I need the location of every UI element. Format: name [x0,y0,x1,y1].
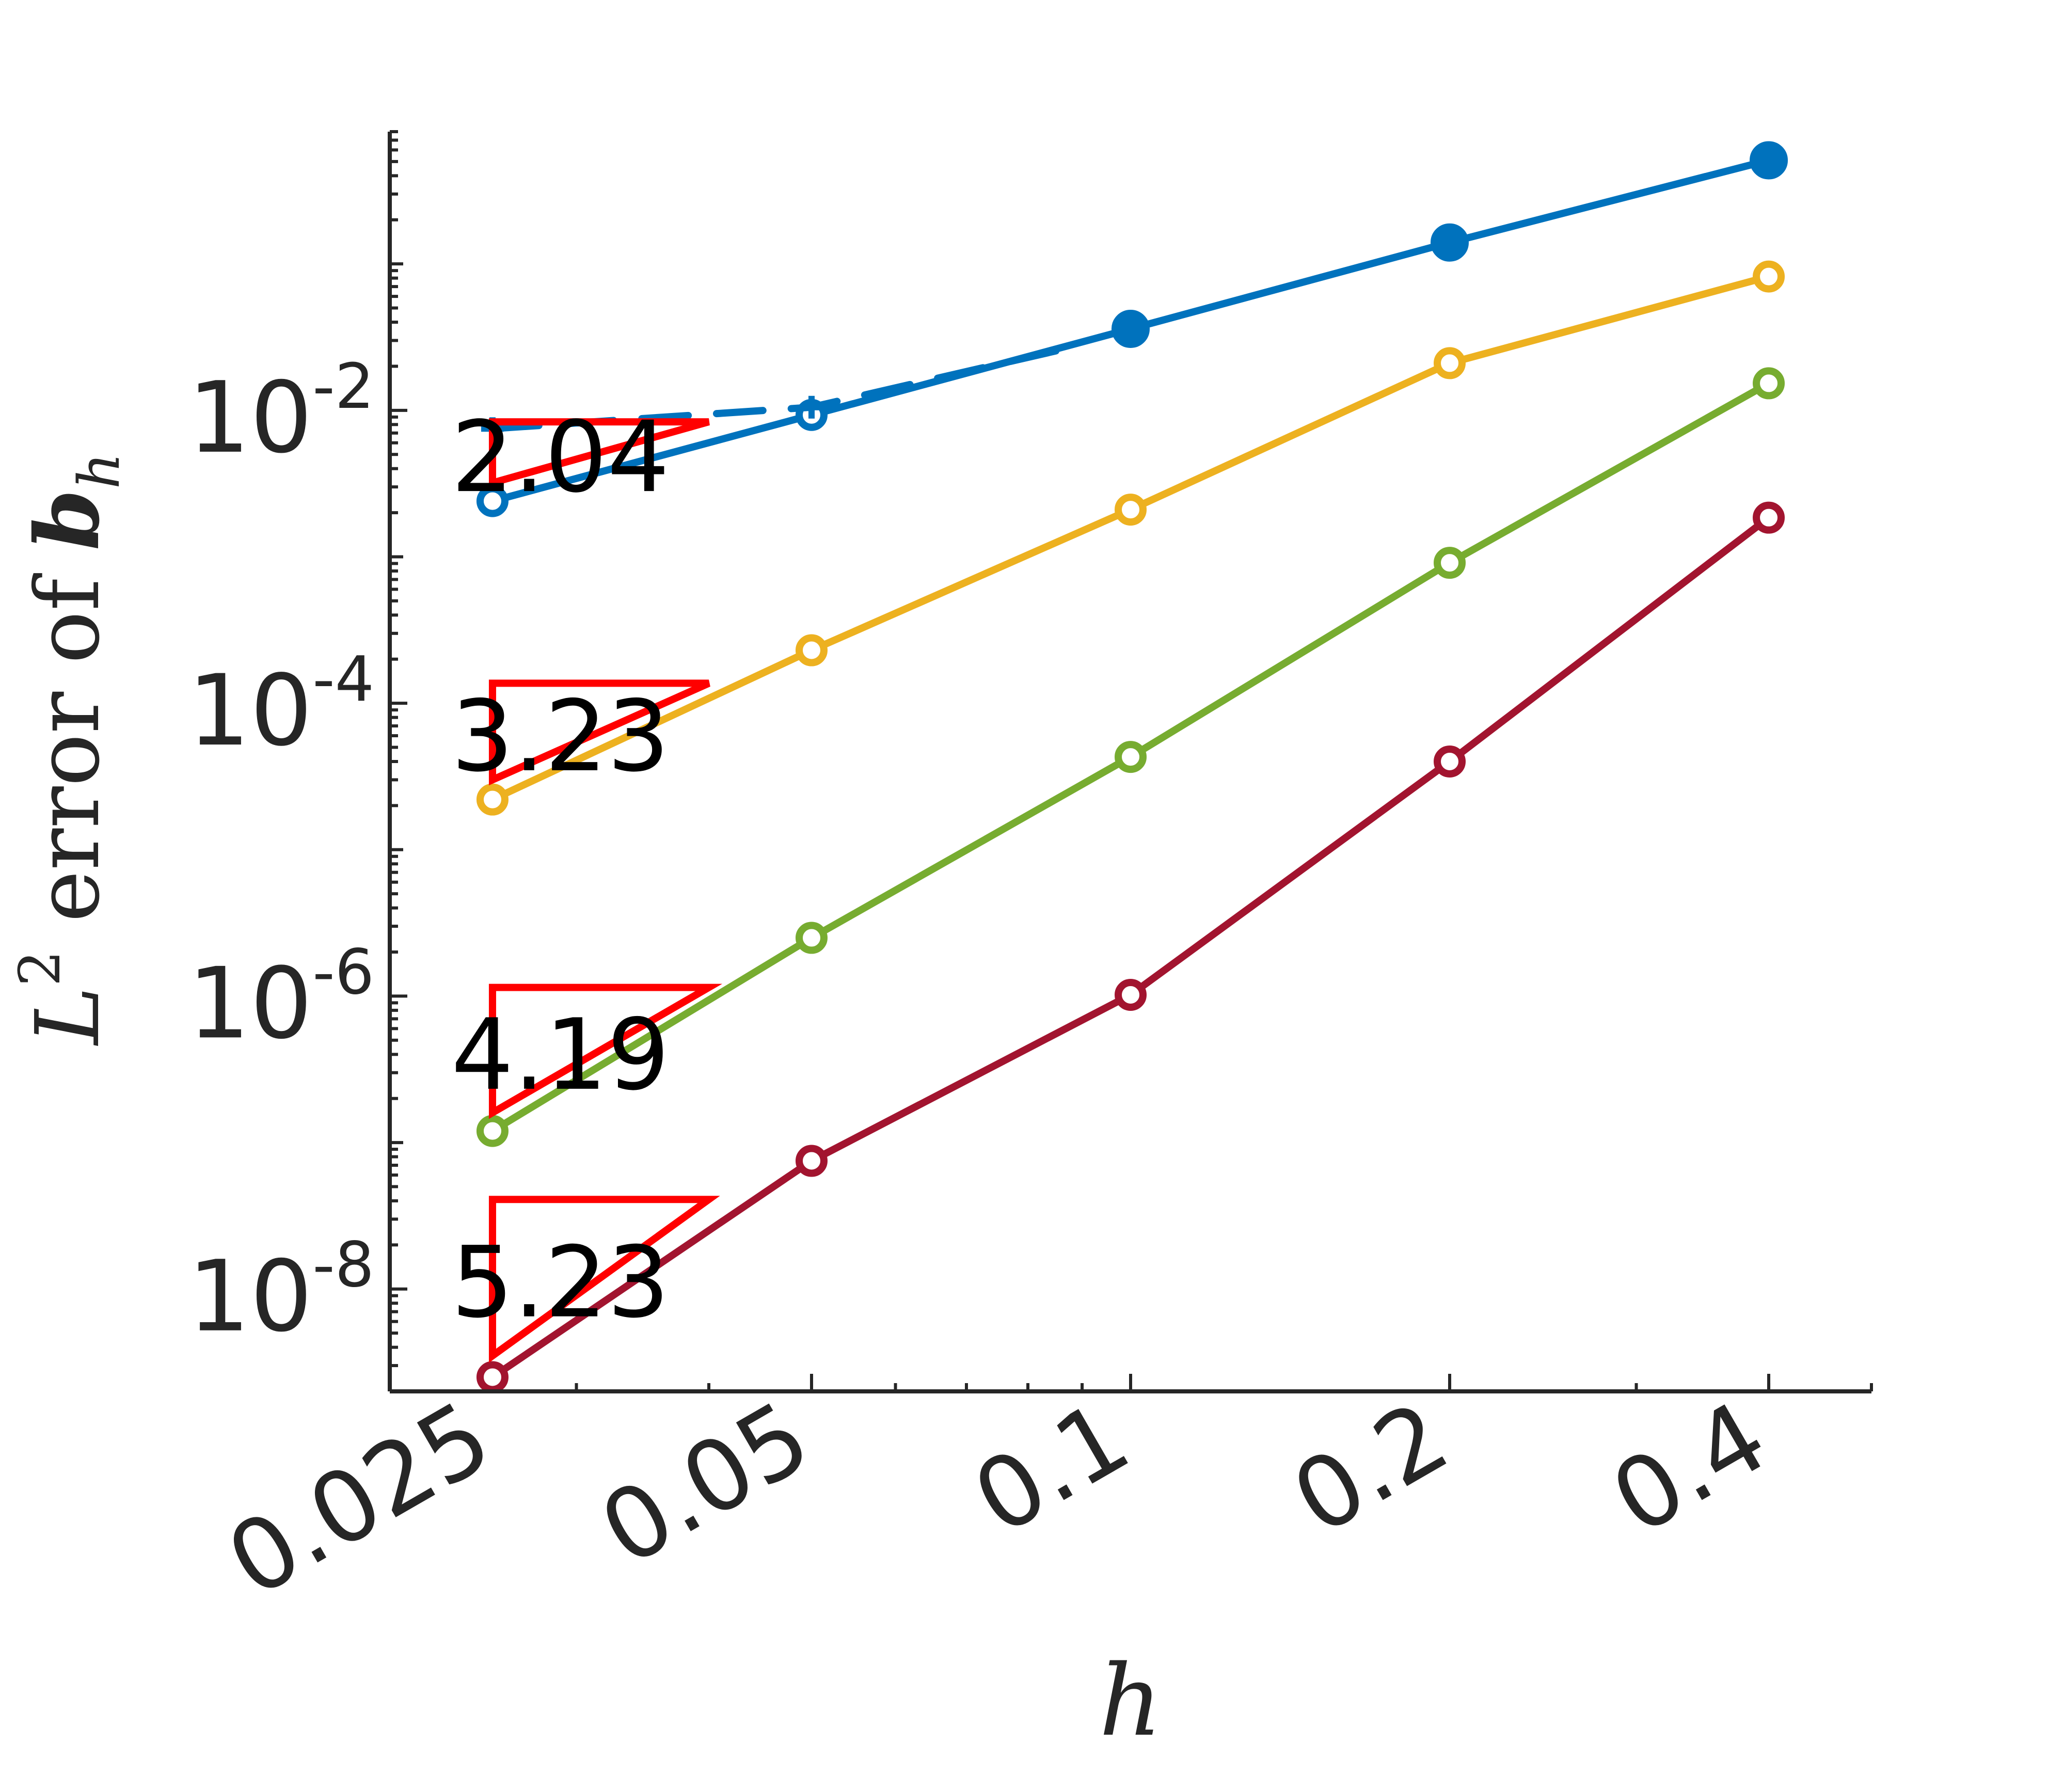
open-data-marker [795,1145,828,1177]
rate-label: 3.23 [451,679,670,794]
x-tick-label: 0.025 [209,1380,510,1619]
x-tick-label: 0.2 [1274,1380,1466,1557]
x-tick-label: 0.1 [955,1380,1147,1557]
y-tick-base: 10 [188,1240,313,1354]
rate-triangles: 2.04 3.23 4.19 5.23 [451,400,723,1363]
filled-data-marker [1112,310,1150,348]
y-axis-label: L2 error of bh [7,453,132,1046]
series-line [488,273,1773,803]
y-tick-base: 10 [188,946,313,1060]
rate-triangle [488,984,723,1119]
y-tick-label: 10-4 [188,644,374,768]
open-data-marker [476,783,509,816]
open-data-marker [1115,741,1147,773]
y-axis-label-sym: b [16,489,119,550]
series-line [488,514,1773,1381]
open-data-marker [1753,367,1785,400]
y-tick-label: 10-2 [188,351,374,475]
open-data-marker [1115,978,1147,1011]
x-axis-label: h [1099,1644,1162,1758]
rate-label: 2.04 [451,400,670,514]
x-tick-label: 0.4 [1593,1380,1785,1557]
open-data-marker [1434,547,1466,579]
y-tick-exponent: -6 [312,937,374,1008]
open-data-marker [1753,260,1785,293]
y-axis-label-sub: h [66,453,132,489]
series-lines [476,141,1788,1393]
open-data-marker [1115,494,1147,526]
rate-label: 5.23 [451,1226,670,1340]
y-tick-exponent: -4 [312,644,374,716]
filled-data-marker [1750,141,1788,180]
filled-data-marker [1431,223,1469,262]
open-data-marker [476,485,509,517]
open-data-marker [476,1361,509,1393]
y-axis-label-sup: 2 [7,950,73,986]
rate-label: 4.19 [451,998,670,1112]
rate-triangle [488,679,710,786]
tick-labels: 0.025 0.05 0.1 0.2 0.410-210-410-610-8 [188,351,1786,1619]
axes [388,132,1871,1393]
open-data-marker [476,1115,509,1147]
rate-triangle [488,1196,720,1363]
y-tick-label: 10-8 [188,1230,374,1354]
y-tick-exponent: -8 [312,1230,374,1302]
y-tick-label: 10-6 [188,937,374,1060]
y-tick-exponent: -2 [312,351,374,423]
y-axis-label-var: L [17,986,119,1046]
open-data-marker [1753,501,1785,534]
rate-triangle [488,418,710,488]
y-tick-base: 10 [188,361,313,475]
plus-marker [800,395,823,419]
open-data-marker [795,922,828,954]
y-axis-label-text: error of [17,550,119,950]
open-data-marker [795,634,828,667]
x-tick-label: 0.05 [582,1380,829,1588]
open-data-marker [1434,347,1466,379]
y-tick-base: 10 [188,654,313,768]
open-data-marker [1434,746,1466,778]
